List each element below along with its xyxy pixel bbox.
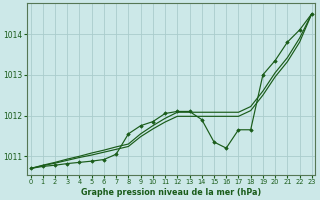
X-axis label: Graphe pression niveau de la mer (hPa): Graphe pression niveau de la mer (hPa): [81, 188, 261, 197]
